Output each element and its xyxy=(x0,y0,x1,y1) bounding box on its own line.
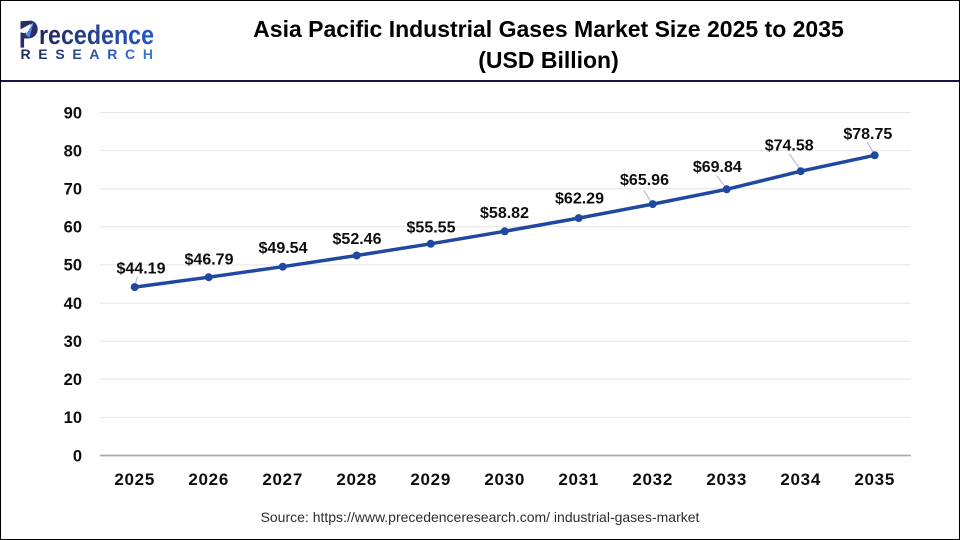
svg-text:80: 80 xyxy=(64,142,82,160)
svg-text:20: 20 xyxy=(64,371,82,389)
svg-text:60: 60 xyxy=(64,219,82,237)
svg-text:2035: 2035 xyxy=(854,470,895,489)
svg-text:$52.46: $52.46 xyxy=(333,231,382,248)
svg-text:2031: 2031 xyxy=(558,470,599,489)
svg-text:2027: 2027 xyxy=(262,470,303,489)
svg-text:$49.54: $49.54 xyxy=(259,240,308,257)
svg-text:90: 90 xyxy=(64,104,82,122)
svg-text:$58.82: $58.82 xyxy=(480,205,529,222)
svg-text:$46.79: $46.79 xyxy=(185,251,234,268)
svg-text:40: 40 xyxy=(64,295,82,313)
svg-text:2028: 2028 xyxy=(336,470,377,489)
svg-text:2032: 2032 xyxy=(632,470,673,489)
svg-text:50: 50 xyxy=(64,257,82,275)
svg-text:$78.75: $78.75 xyxy=(843,126,892,143)
svg-text:$62.29: $62.29 xyxy=(555,190,604,207)
svg-text:10: 10 xyxy=(64,409,82,427)
svg-text:$44.19: $44.19 xyxy=(117,260,166,277)
svg-text:recedence: recedence xyxy=(39,20,154,50)
svg-text:RESEARCH: RESEARCH xyxy=(21,46,161,62)
svg-text:$74.58: $74.58 xyxy=(765,138,814,155)
svg-text:$55.55: $55.55 xyxy=(407,219,456,236)
svg-text:70: 70 xyxy=(64,181,82,199)
svg-text:2033: 2033 xyxy=(706,470,747,489)
svg-text:0: 0 xyxy=(73,447,82,465)
svg-text:2029: 2029 xyxy=(410,470,451,489)
svg-text:30: 30 xyxy=(64,333,82,351)
svg-text:2026: 2026 xyxy=(188,470,229,489)
svg-text:Source: https://www.precedence: Source: https://www.precedenceresearch.c… xyxy=(261,509,700,525)
svg-text:$69.84: $69.84 xyxy=(693,159,742,176)
svg-text:2030: 2030 xyxy=(484,470,525,489)
svg-text:2034: 2034 xyxy=(780,470,821,489)
svg-text:$65.96: $65.96 xyxy=(620,172,669,189)
svg-text:2025: 2025 xyxy=(114,470,155,489)
